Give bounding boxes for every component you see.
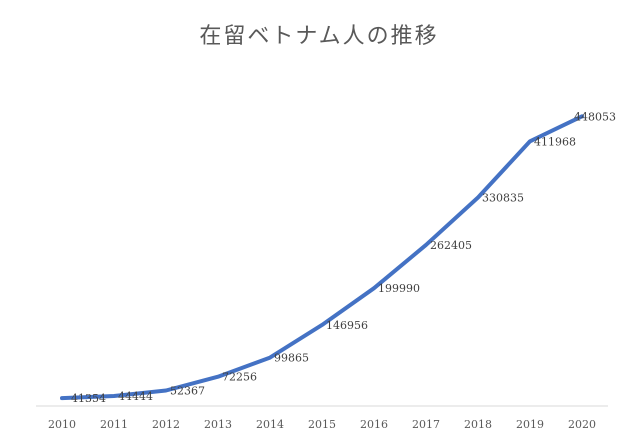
x-tick-label: 2018 [464, 418, 492, 431]
data-label: 146956 [326, 319, 368, 332]
data-label: 262405 [430, 239, 472, 252]
x-tick-labels: 2010 2011 2012 2013 2014 2015 2016 2017 2018 2019… [48, 418, 596, 431]
x-tick-label: 2019 [516, 418, 544, 431]
data-label: 330835 [482, 192, 524, 205]
series-line [60, 114, 584, 401]
data-label: 99865 [274, 352, 309, 365]
data-label: 448053 [574, 110, 616, 123]
x-tick-label: 2014 [256, 418, 284, 431]
data-labels: 41354 44444 52367 72256 99865 146956 199990 262… [71, 110, 616, 405]
data-label: 52367 [170, 384, 205, 397]
x-tick-label: 2016 [360, 418, 388, 431]
x-tick-label: 2013 [204, 418, 232, 431]
data-label: 199990 [378, 282, 420, 295]
data-label: 44444 [118, 390, 153, 403]
x-tick-label: 2012 [152, 418, 180, 431]
x-tick-label: 2017 [412, 418, 440, 431]
data-label: 72256 [222, 371, 257, 384]
x-tick-label: 2010 [48, 418, 76, 431]
chart-title: 在留ベトナム人の推移 [199, 24, 439, 49]
data-label: 411968 [534, 135, 576, 148]
data-label: 41354 [71, 392, 106, 405]
x-tick-label: 2020 [568, 418, 596, 431]
x-tick-label: 2015 [308, 418, 336, 431]
x-tick-label: 2011 [100, 418, 128, 431]
